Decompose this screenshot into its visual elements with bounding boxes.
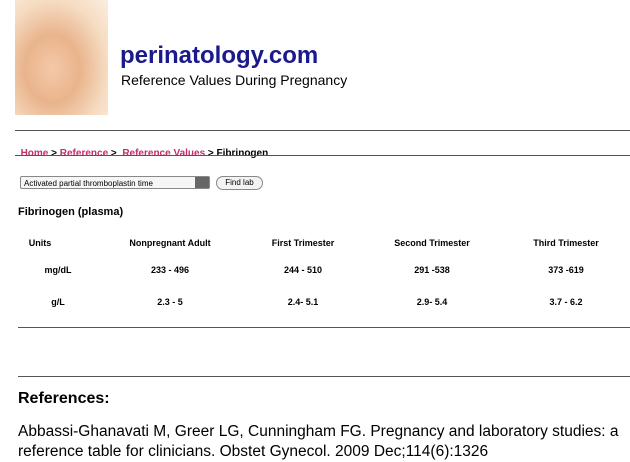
crumb-link[interactable]: Reference bbox=[59, 148, 109, 159]
table-cell: 2.4- 5.1 bbox=[287, 297, 319, 307]
column-header: Units bbox=[28, 238, 52, 248]
table-cell: 373 -619 bbox=[548, 265, 584, 275]
lab-select[interactable]: Activated partial thromboplastin time bbox=[20, 176, 210, 189]
table-cell: 291 -538 bbox=[414, 265, 450, 275]
breadcrumb: Home > Reference > Reference Values > Fi… bbox=[15, 137, 269, 159]
table-cell: g/L bbox=[51, 297, 65, 307]
table-cell: 2.9- 5.4 bbox=[416, 297, 448, 307]
table-cell: mg/dL bbox=[44, 265, 72, 275]
divider bbox=[15, 130, 630, 131]
site-title[interactable]: perinatology.com bbox=[120, 42, 319, 69]
divider bbox=[18, 376, 630, 377]
crumb-link[interactable]: Home bbox=[20, 148, 49, 159]
divider bbox=[15, 155, 630, 156]
crumb-sep: > bbox=[51, 148, 57, 159]
table-cell: 244 - 510 bbox=[283, 265, 323, 275]
crumb-link[interactable]: Reference Values bbox=[122, 148, 206, 159]
column-header: Nonpregnant Adult bbox=[129, 238, 211, 248]
table-cell: 2.3 - 5 bbox=[157, 297, 183, 307]
crumb-current: Fibrinogen bbox=[216, 148, 269, 159]
reference-item: Abbassi-Ghanavati M, Greer LG, Cunningha… bbox=[18, 423, 619, 460]
references-heading: References: bbox=[18, 390, 110, 407]
column-header: First Trimester bbox=[271, 238, 335, 248]
table-cell: 233 - 496 bbox=[150, 265, 190, 275]
find-button[interactable]: Find lab bbox=[216, 176, 263, 190]
select-text: Activated partial thromboplastin time bbox=[24, 179, 153, 188]
crumb-sep: > bbox=[207, 148, 214, 159]
select-arrow bbox=[195, 177, 209, 188]
table-caption: Fibrinogen (plasma) bbox=[18, 206, 124, 218]
site-subtitle: Reference Values During Pregnancy bbox=[121, 72, 348, 88]
column-header: Third Trimester bbox=[533, 238, 599, 248]
table-cell: 3.7 - 6.2 bbox=[549, 297, 583, 307]
page: perinatology.com Reference Values During… bbox=[15, 0, 630, 460]
crumb-sep: > bbox=[110, 148, 117, 159]
column-header: Second Trimester bbox=[394, 238, 470, 248]
header-photo bbox=[15, 0, 108, 115]
divider bbox=[18, 327, 630, 328]
